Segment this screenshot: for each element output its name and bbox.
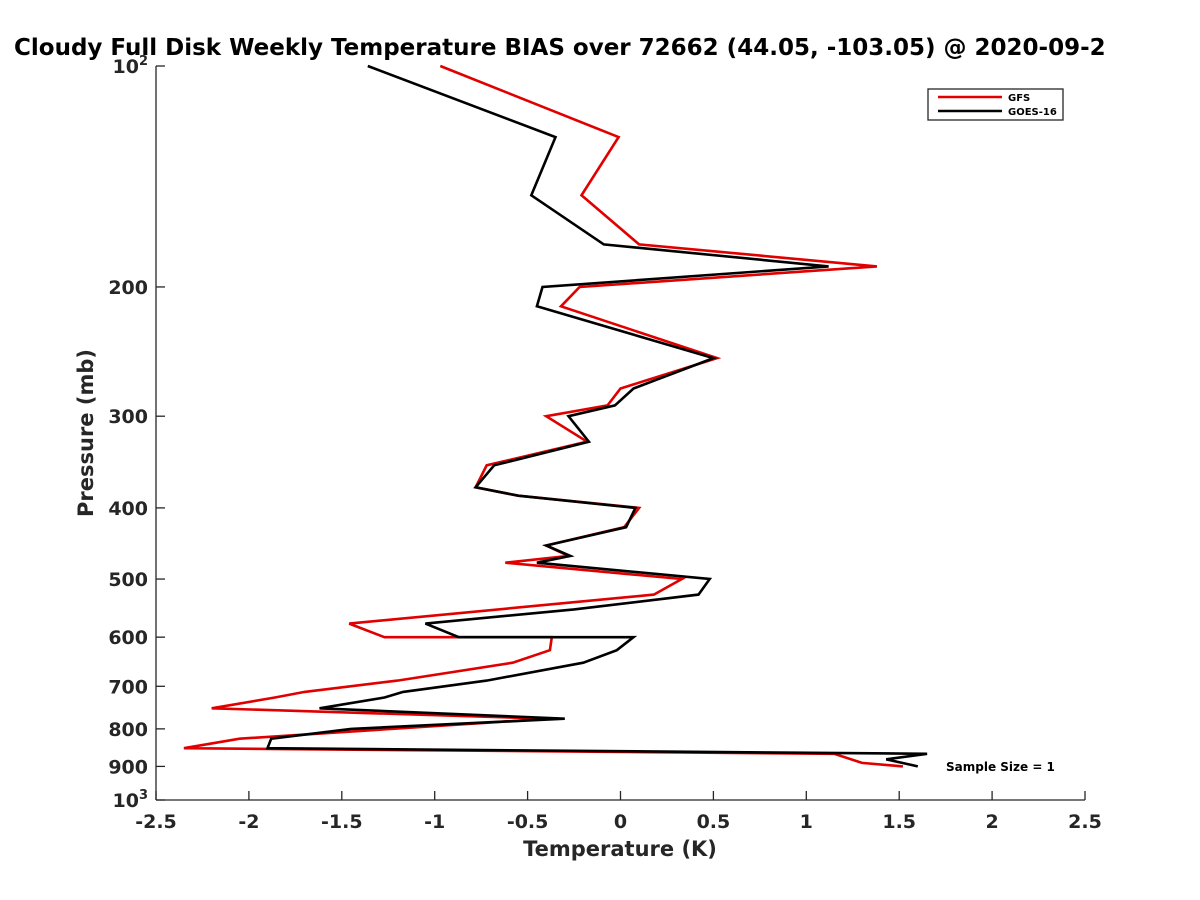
legend: GFS GOES-16 <box>927 88 1064 121</box>
y-tick-label: 700 <box>108 676 148 698</box>
x-tick-label: 1.5 <box>882 811 916 833</box>
x-tick-label: -2.5 <box>135 811 177 833</box>
x-tick-label: -1 <box>424 811 445 833</box>
x-tick-label: 0 <box>614 811 627 833</box>
y-tick-label: 500 <box>108 569 148 591</box>
y-tick-label: 900 <box>108 756 148 778</box>
y-tick-label: 102 <box>113 54 149 78</box>
x-tick-label: -2 <box>238 811 259 833</box>
y-tick-label: 300 <box>108 406 148 428</box>
chart-title: Cloudy Full Disk Weekly Temperature BIAS… <box>14 35 1106 61</box>
y-tick-label: 103 <box>113 788 149 812</box>
x-tick-label: 2.5 <box>1068 811 1102 833</box>
legend-box <box>927 88 1064 121</box>
x-tick-label: 1 <box>800 811 813 833</box>
sample-size-annotation: Sample Size = 1 <box>946 760 1055 774</box>
x-tick-label: 2 <box>985 811 998 833</box>
x-axis-label: Temperature (K) <box>523 837 717 861</box>
y-tick-label: 800 <box>108 719 148 741</box>
y-axis-label: Pressure (mb) <box>74 349 98 517</box>
axes-layer: -2.5 -2 -1.5 -1 -0.5 0 0.5 1 1.5 2 2.5 102 200 300 400… <box>108 54 1102 833</box>
x-tick-label: 0.5 <box>697 811 731 833</box>
series-layer <box>183 64 928 768</box>
x-tick-label: -0.5 <box>507 811 549 833</box>
legend-label: GFS <box>1008 93 1030 104</box>
legend-label: GOES-16 <box>1008 107 1057 118</box>
series-line-goes-16 <box>265 64 928 768</box>
y-tick-label: 200 <box>108 277 148 299</box>
y-tick-label: 600 <box>108 627 148 649</box>
x-tick-label: -1.5 <box>321 811 363 833</box>
y-tick-label: 400 <box>108 498 148 520</box>
